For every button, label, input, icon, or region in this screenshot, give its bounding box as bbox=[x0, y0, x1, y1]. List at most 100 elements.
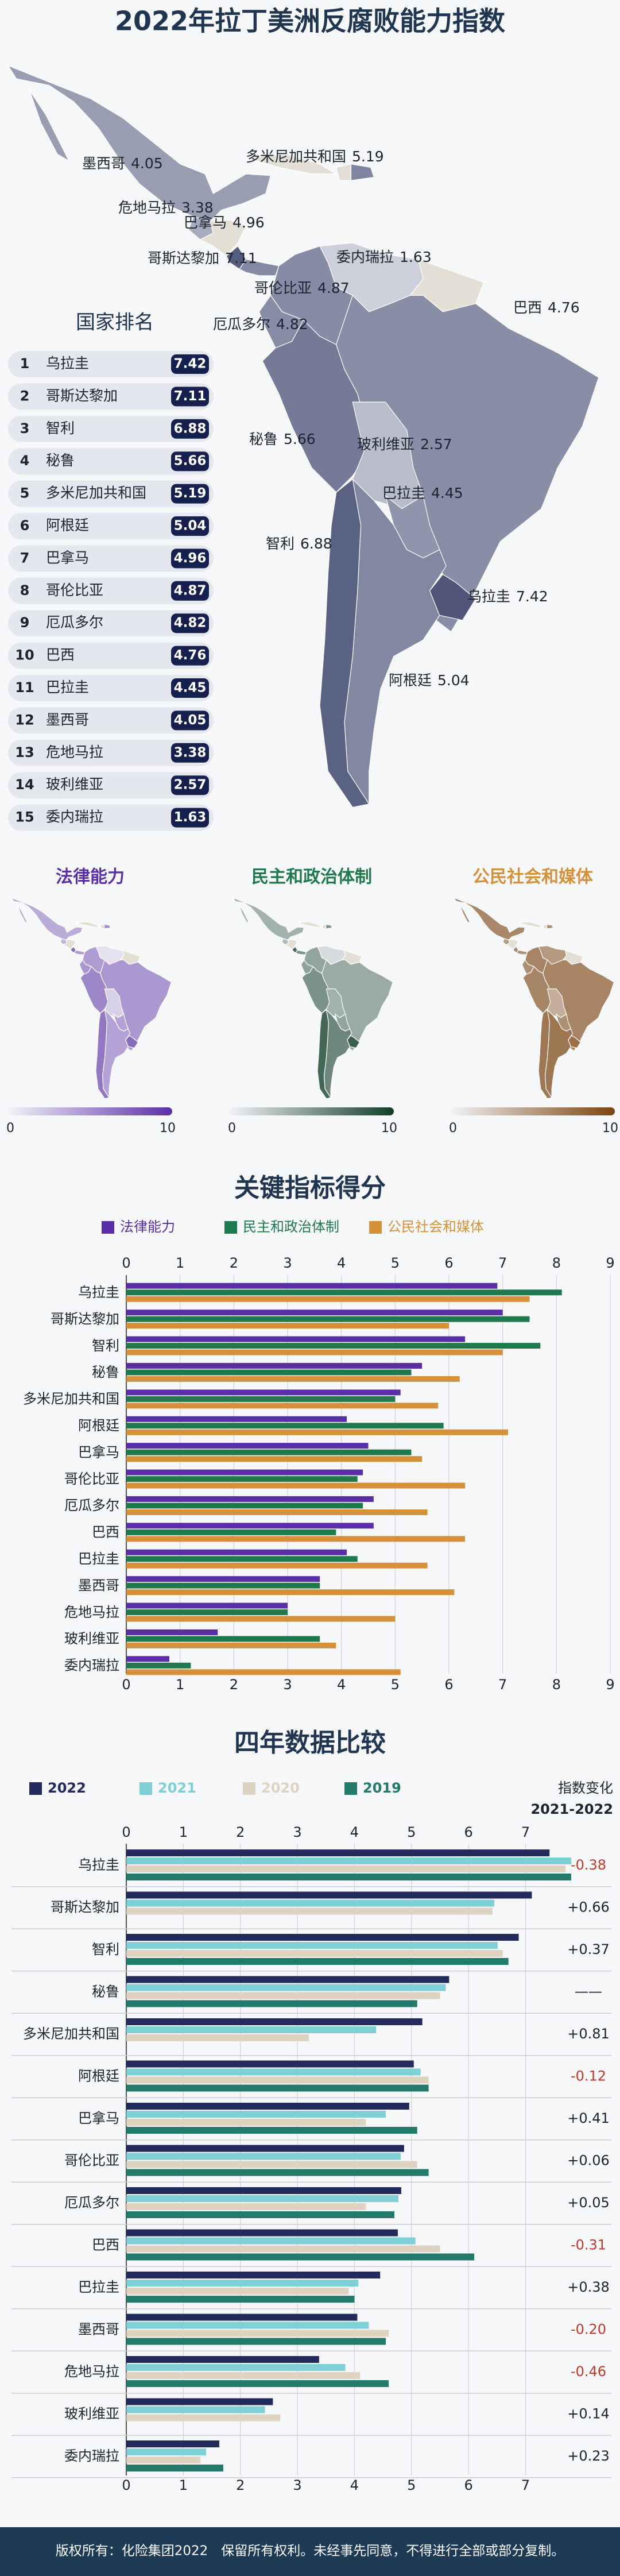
country bbox=[319, 478, 370, 808]
bar bbox=[126, 1609, 288, 1616]
x-tick-label: 4 bbox=[350, 1824, 359, 1840]
bar bbox=[126, 2237, 416, 2245]
bar bbox=[126, 1857, 571, 1864]
colorbar bbox=[451, 1107, 615, 1115]
country bbox=[502, 938, 510, 945]
bar bbox=[126, 2187, 401, 2194]
map-label: 秘鲁 bbox=[249, 431, 278, 447]
map-region bbox=[518, 921, 544, 928]
rank-score: 7.11 bbox=[174, 389, 207, 404]
country bbox=[429, 574, 476, 621]
rank-name: 秘鲁 bbox=[46, 452, 75, 469]
bar bbox=[126, 1362, 423, 1369]
x-tick-label: 5 bbox=[407, 1824, 416, 1840]
bar bbox=[126, 2440, 219, 2447]
map-title: 法律能力 bbox=[56, 867, 125, 887]
map-label: 哥斯达黎加 bbox=[148, 250, 219, 267]
score-badge bbox=[171, 613, 209, 634]
x-tick-label: 2 bbox=[230, 1255, 238, 1271]
y-tick-label: 巴拉圭 bbox=[78, 2279, 119, 2295]
rank-name: 委内瑞拉 bbox=[46, 809, 103, 825]
bar bbox=[126, 1429, 509, 1435]
legend-swatch bbox=[369, 1221, 382, 1234]
bar bbox=[126, 1874, 571, 1880]
rank-score: 5.66 bbox=[174, 454, 207, 469]
bar bbox=[126, 1891, 532, 1899]
rank-name: 墨西哥 bbox=[46, 711, 89, 728]
colorbar-label: 10 bbox=[381, 1121, 397, 1136]
y-tick-label: 智利 bbox=[92, 1338, 119, 1354]
x-tick-label: 7 bbox=[521, 2477, 530, 2493]
map-label: 多米尼加共和国 bbox=[246, 148, 346, 165]
map-region bbox=[246, 153, 338, 175]
bar bbox=[126, 1403, 439, 1409]
bar bbox=[126, 1589, 455, 1596]
bar bbox=[126, 2296, 355, 2303]
bar bbox=[126, 1629, 218, 1635]
country bbox=[17, 904, 29, 925]
bar bbox=[126, 1316, 530, 1322]
country bbox=[459, 904, 471, 925]
bar bbox=[126, 1636, 320, 1642]
bar bbox=[126, 1349, 503, 1355]
y-tick-label: 哥斯达黎加 bbox=[51, 1899, 119, 1915]
bar bbox=[126, 2398, 273, 2405]
y-tick-label: 秘鲁 bbox=[92, 1984, 119, 2000]
map-label: 巴拉圭 bbox=[382, 485, 425, 501]
page-title: 2022年拉丁美洲反腐败能力指数 bbox=[115, 6, 505, 37]
bar bbox=[126, 1289, 562, 1296]
bar bbox=[126, 2068, 421, 2076]
rank-score: 2.57 bbox=[174, 778, 207, 793]
x-tick-label: 5 bbox=[391, 1255, 400, 1271]
rank-name: 多米尼加共和国 bbox=[46, 485, 146, 501]
x-tick-label: 2 bbox=[236, 2477, 245, 2493]
change-label: -0.12 bbox=[571, 2068, 606, 2084]
rank-row bbox=[8, 642, 214, 669]
x-tick-label: 5 bbox=[407, 2477, 416, 2493]
rank-score: 1.63 bbox=[174, 810, 207, 825]
change-label: +0.14 bbox=[567, 2406, 610, 2422]
rank-number: 4 bbox=[20, 453, 30, 469]
bar bbox=[126, 1899, 494, 1907]
y-tick-label: 多米尼加共和国 bbox=[23, 2026, 119, 2042]
map-value: 6.88 bbox=[300, 535, 332, 552]
y-tick-label: 危地马拉 bbox=[64, 1604, 119, 1620]
x-tick-label: 3 bbox=[283, 1677, 292, 1693]
bar bbox=[126, 2195, 398, 2202]
y-tick-label: 玻利维亚 bbox=[64, 1631, 119, 1647]
bar bbox=[126, 1343, 541, 1349]
bar bbox=[126, 1907, 493, 1915]
map-value: 4.45 bbox=[431, 485, 463, 501]
rank-row bbox=[8, 577, 214, 604]
bar bbox=[126, 2084, 429, 2092]
bar bbox=[126, 2338, 386, 2345]
bar bbox=[126, 1529, 336, 1535]
rank-score: 6.88 bbox=[174, 421, 207, 436]
colorbar-label: 10 bbox=[602, 1121, 618, 1136]
map-value: 3.38 bbox=[181, 199, 214, 216]
rank-number: 5 bbox=[20, 485, 30, 501]
x-tick-label: 4 bbox=[337, 1255, 346, 1271]
rank-number: 14 bbox=[15, 777, 34, 793]
map-value: 5.04 bbox=[437, 672, 470, 689]
score-badge bbox=[171, 419, 209, 439]
country bbox=[232, 897, 305, 941]
map-label: 厄瓜多尔 bbox=[213, 316, 270, 333]
rank-row bbox=[8, 383, 214, 410]
x-tick-label: 3 bbox=[293, 1824, 301, 1840]
ranking-title: 国家排名 bbox=[76, 311, 154, 334]
legend-label: 民主和政治体制 bbox=[243, 1219, 339, 1235]
bar bbox=[126, 2448, 207, 2455]
rank-number: 10 bbox=[15, 647, 34, 663]
rank-row bbox=[8, 513, 214, 539]
change-period: 2021-2022 bbox=[530, 1801, 613, 1817]
map-region bbox=[297, 921, 323, 928]
bar bbox=[126, 1556, 358, 1562]
map-label: 阿根廷 bbox=[389, 672, 432, 689]
bar bbox=[126, 2330, 389, 2337]
bar bbox=[126, 2380, 389, 2387]
map-value: 2.57 bbox=[420, 436, 452, 453]
bar bbox=[126, 1642, 336, 1648]
rank-score: 5.04 bbox=[174, 519, 207, 534]
y-tick-label: 阿根廷 bbox=[78, 2068, 119, 2084]
